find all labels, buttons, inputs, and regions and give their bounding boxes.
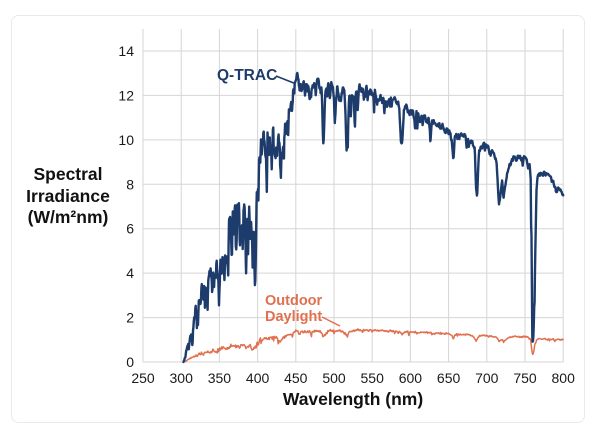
svg-text:300: 300 <box>170 370 194 386</box>
svg-text:700: 700 <box>475 370 499 386</box>
svg-text:6: 6 <box>126 221 134 237</box>
svg-text:500: 500 <box>322 370 346 386</box>
svg-text:550: 550 <box>361 370 385 386</box>
svg-text:250: 250 <box>131 370 155 386</box>
svg-text:0: 0 <box>126 354 134 370</box>
svg-text:Spectral: Spectral <box>33 164 102 184</box>
svg-text:12: 12 <box>118 87 134 103</box>
svg-text:8: 8 <box>126 176 134 192</box>
svg-text:650: 650 <box>437 370 461 386</box>
svg-text:Daylight: Daylight <box>265 309 322 325</box>
svg-text:Wavelength (nm): Wavelength (nm) <box>283 389 423 409</box>
svg-text:Q-TRAC: Q-TRAC <box>217 67 277 84</box>
svg-text:600: 600 <box>399 370 423 386</box>
svg-text:4: 4 <box>126 265 134 281</box>
svg-text:10: 10 <box>118 132 134 148</box>
svg-text:Outdoor: Outdoor <box>265 293 323 309</box>
svg-text:350: 350 <box>208 370 232 386</box>
svg-text:(W/m²nm): (W/m²nm) <box>28 207 109 227</box>
svg-text:400: 400 <box>246 370 270 386</box>
svg-text:2: 2 <box>126 310 134 326</box>
svg-text:750: 750 <box>513 370 537 386</box>
svg-text:14: 14 <box>118 43 134 59</box>
svg-text:450: 450 <box>284 370 308 386</box>
svg-text:800: 800 <box>552 370 576 386</box>
svg-text:Irradiance: Irradiance <box>26 186 110 206</box>
